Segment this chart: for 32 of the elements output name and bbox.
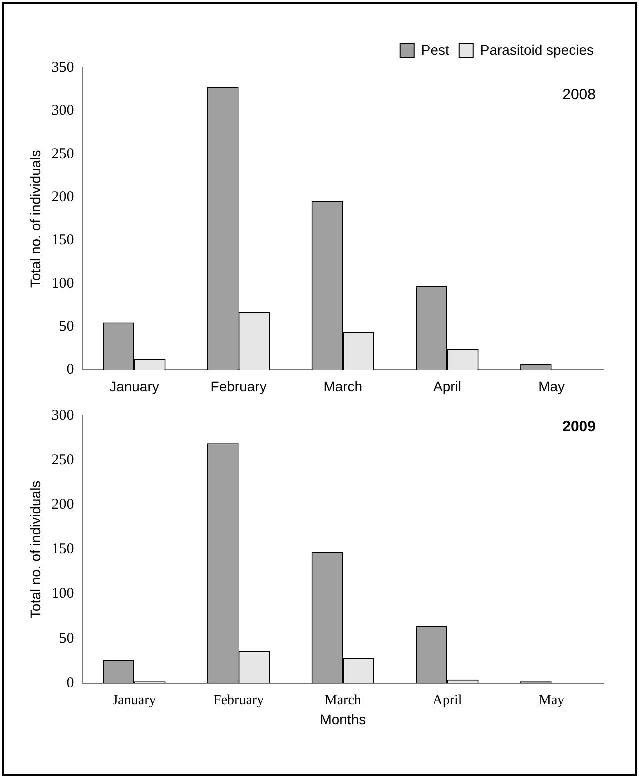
y-tick-label: 200 [52,497,74,514]
y-tick-label: 0 [66,362,74,378]
y-tick-label: 50 [59,630,74,647]
y-tick-label: 50 [59,318,74,335]
annotation: 2009 [562,418,596,436]
y-axis-title: Total no. of individuals [27,150,44,288]
y-tick-label: 300 [52,103,74,120]
x-tick-label: April [433,378,462,394]
y-tick-label: 100 [52,586,74,602]
y-tick-label: 250 [52,146,74,162]
y-tick-label: 200 [52,189,74,206]
x-tick-label: May [538,378,566,394]
y-tick-label: 250 [52,452,74,469]
y-tick-label: 350 [52,60,74,76]
y-tick-label: 0 [66,675,74,692]
legend-label: Parasitoid species [480,42,594,58]
x-tick-label: January [112,693,156,708]
y-tick-label: 300 [52,408,74,424]
y-tick-label: 150 [52,232,74,249]
y-tick-label: 150 [52,542,74,558]
x-tick-label: January [110,378,160,394]
x-tick-label: February [210,378,267,394]
x-tick-label: March [324,693,362,708]
x-axis-title: Months [320,711,366,728]
x-tick-label: April [432,693,462,708]
x-tick-label: March [324,378,363,394]
legend-label: Pest [421,42,450,58]
x-tick-label: February [214,693,264,708]
y-tick-label: 100 [52,276,74,292]
annotation: 2008 [562,86,596,104]
x-tick-label: May [538,693,565,708]
y-axis-title: Total no. of individuals [27,480,44,619]
